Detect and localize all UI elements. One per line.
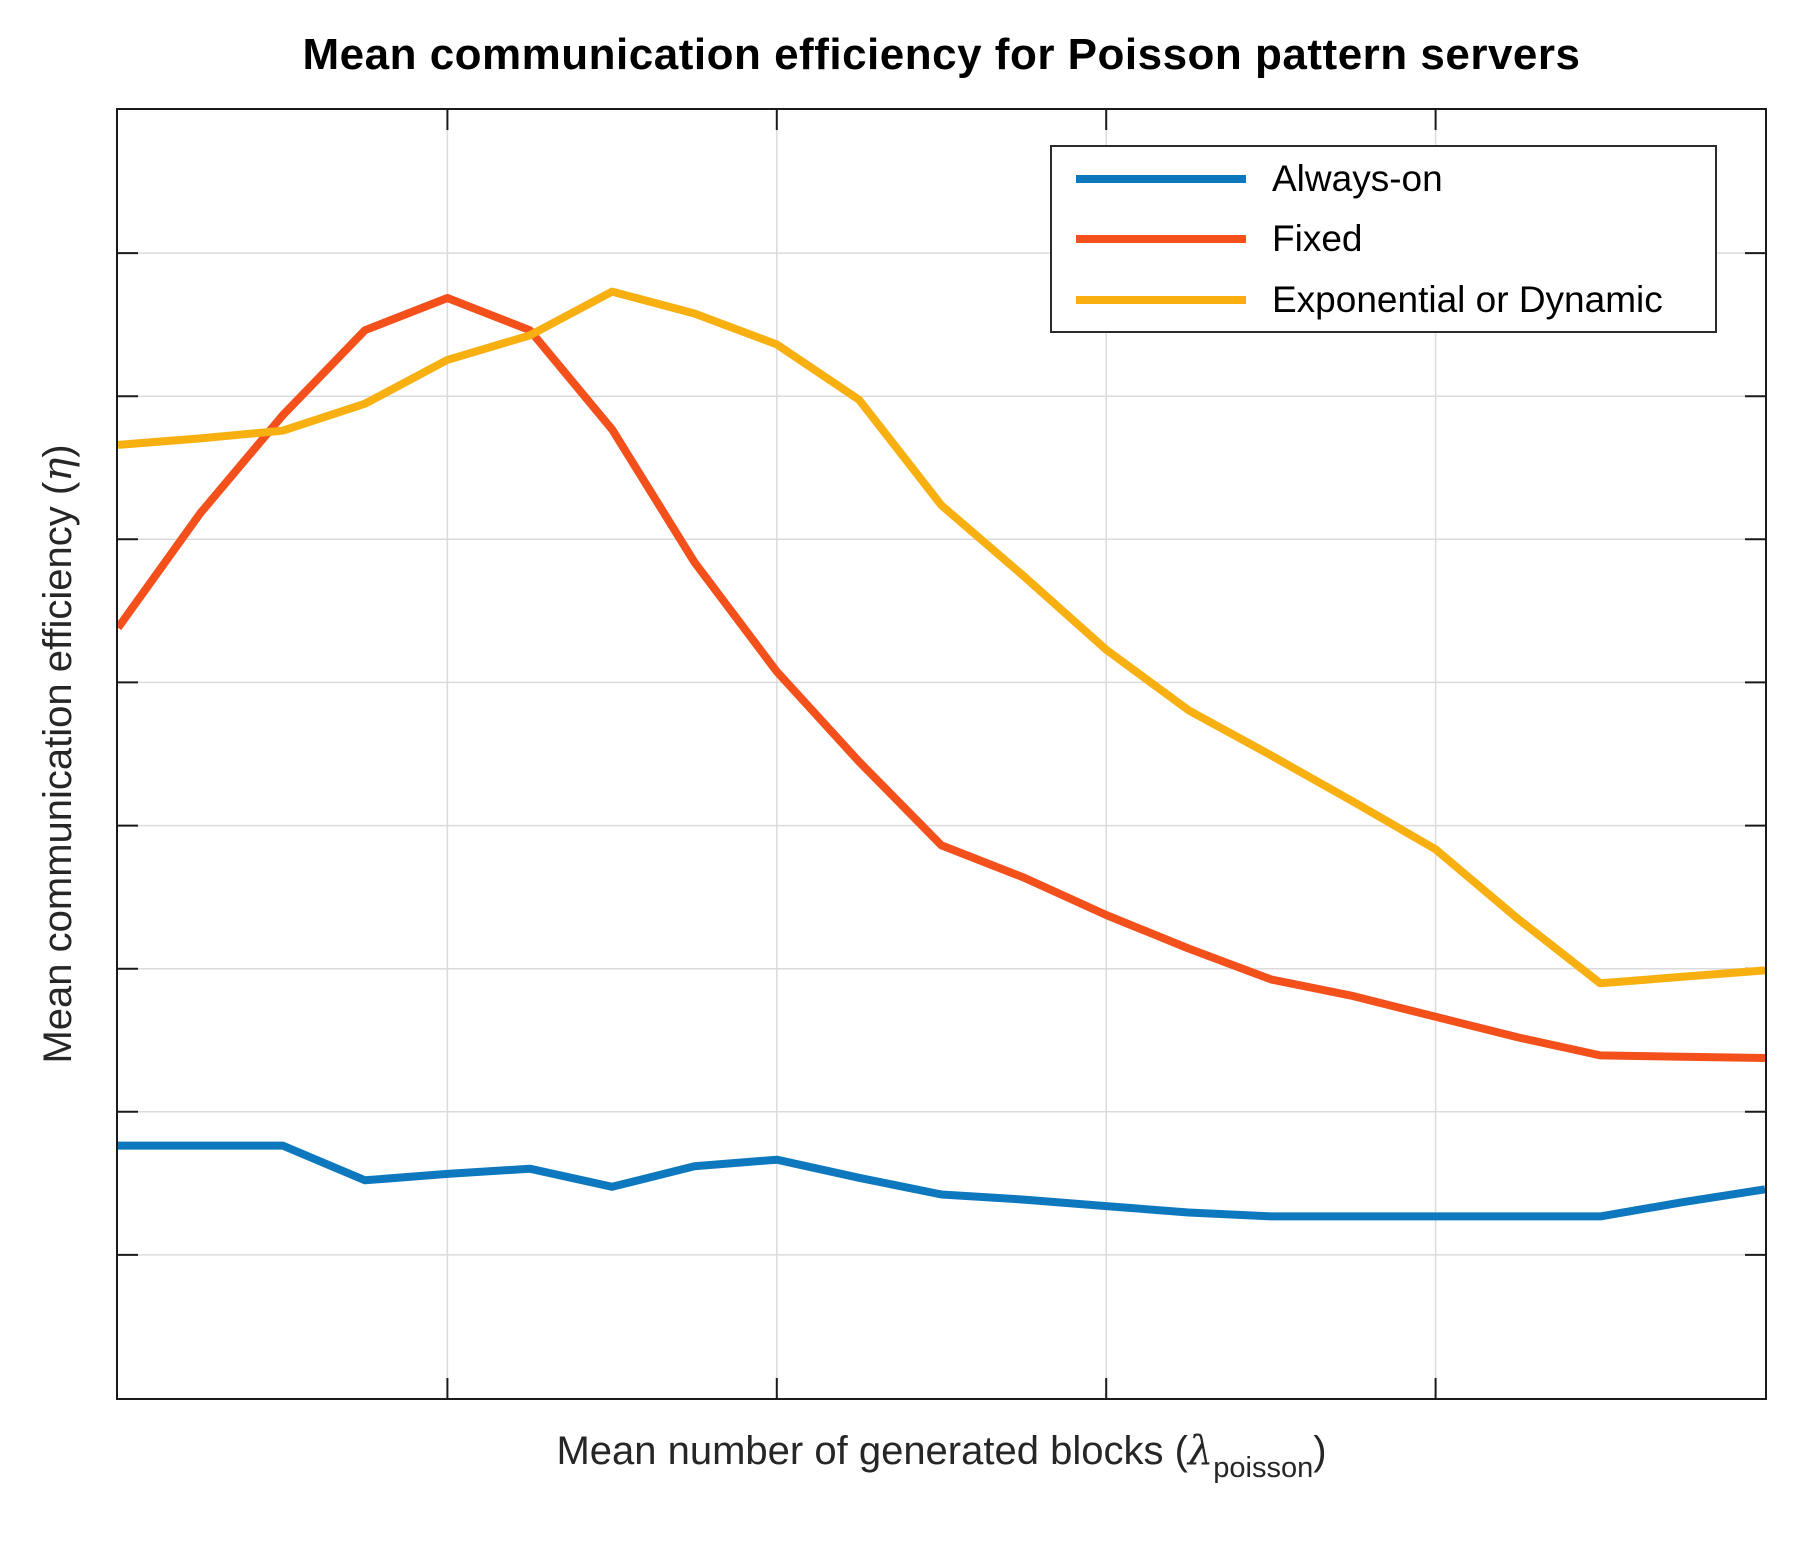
- fixed-line-swatch: [1076, 235, 1246, 243]
- legend-entry-exponential-or-dynamic: Exponential or Dynamic: [1052, 271, 1715, 329]
- legend-label: Exponential or Dynamic: [1272, 278, 1663, 320]
- y-axis-label: Mean communication efficiency (η): [35, 444, 81, 1064]
- x-axis-subscript: poisson: [1213, 1452, 1314, 1484]
- x-axis-label: Mean number of generated blocks (λpoisso…: [556, 1428, 1327, 1484]
- legend-entry-always-on: Always-on: [1052, 150, 1715, 208]
- chart-canvas: [118, 110, 1765, 1398]
- eta-symbol: η: [35, 457, 81, 482]
- always-on-line-swatch: [1076, 174, 1246, 183]
- legend-box: Always-on Fixed Exponential or Dynamic: [1050, 145, 1717, 333]
- legend-label: Always-on: [1272, 157, 1443, 199]
- legend-label: Fixed: [1272, 218, 1363, 259]
- lambda-symbol: λ: [1187, 1428, 1214, 1474]
- exponential-or-dynamic-line-swatch: [1076, 295, 1246, 304]
- plot-area: Always-on Fixed Exponential or Dynamic: [118, 110, 1765, 1398]
- legend-entry-fixed: Fixed: [1052, 210, 1715, 268]
- chart-title: Mean communication efficiency for Poisso…: [302, 30, 1581, 79]
